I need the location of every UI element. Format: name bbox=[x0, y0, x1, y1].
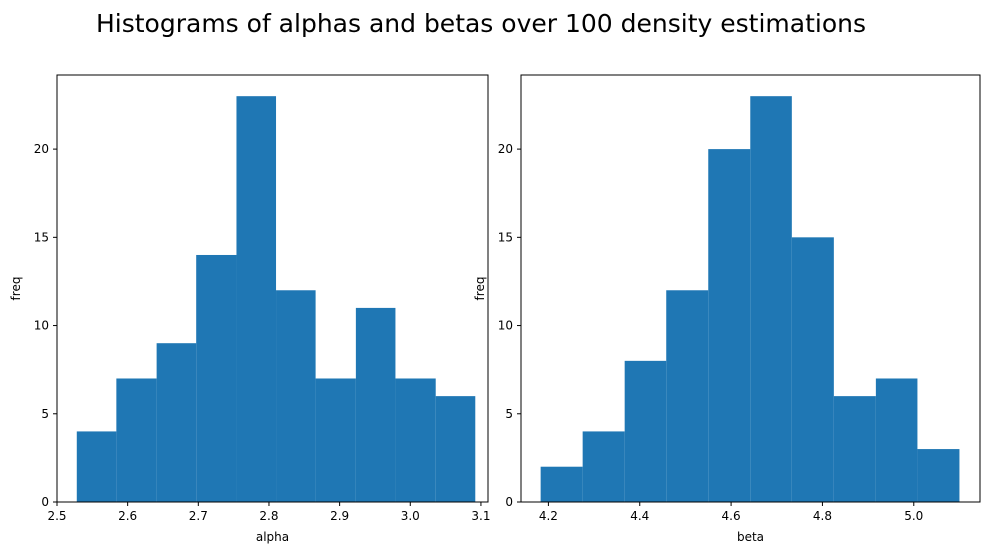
beta-y-axis-label: freq bbox=[473, 277, 487, 301]
alpha-ytick-label: 20 bbox=[34, 142, 49, 156]
alpha-bar-4 bbox=[236, 96, 277, 502]
alpha-xtick-label: 2.6 bbox=[118, 509, 137, 523]
alpha-ytick-label: 15 bbox=[34, 230, 49, 244]
alpha-ytick-label: 0 bbox=[41, 495, 49, 509]
beta-x-axis-label: beta bbox=[737, 530, 764, 544]
alpha-histogram-panel: 2.5 2.6 2.7 2.8 2.9 3.0 3.1 0 5 10 15 20 alpha freq bbox=[9, 74, 490, 544]
beta-ytick-label: 5 bbox=[505, 407, 513, 421]
alpha-bar-2 bbox=[156, 343, 197, 502]
alpha-x-axis-label: alpha bbox=[256, 530, 289, 544]
beta-bar-5 bbox=[750, 96, 792, 502]
alpha-xtick-label: 2.5 bbox=[47, 509, 66, 523]
alpha-bar-9 bbox=[435, 396, 476, 502]
beta-bar-7 bbox=[833, 396, 876, 502]
alpha-bar-1 bbox=[116, 378, 157, 502]
alpha-ytick-label: 5 bbox=[41, 407, 49, 421]
alpha-xtick-label: 3.1 bbox=[471, 509, 490, 523]
alpha-bar-7 bbox=[355, 307, 396, 502]
alpha-bar-3 bbox=[196, 254, 237, 502]
beta-xtick-label: 5.0 bbox=[904, 509, 923, 523]
beta-xtick-label: 4.2 bbox=[539, 509, 558, 523]
beta-xtick-label: 4.8 bbox=[813, 509, 832, 523]
beta-ytick-label: 20 bbox=[498, 142, 513, 156]
beta-bar-8 bbox=[875, 378, 918, 502]
alpha-xtick-label: 2.8 bbox=[259, 509, 278, 523]
alpha-axes-frame bbox=[56, 74, 489, 503]
beta-histogram-panel: 4.2 4.4 4.6 4.8 5.0 0 5 10 15 20 beta freq bbox=[473, 74, 981, 544]
beta-bar-6 bbox=[791, 237, 834, 503]
alpha-y-axis-label: freq bbox=[9, 277, 23, 301]
figure-suptitle: Histograms of alphas and betas over 100 … bbox=[96, 9, 866, 38]
alpha-xtick-label: 3.0 bbox=[401, 509, 420, 523]
beta-bar-0 bbox=[540, 466, 583, 502]
alpha-ytick-label: 10 bbox=[34, 319, 49, 333]
beta-ytick-label: 15 bbox=[498, 230, 513, 244]
alpha-bar-0 bbox=[76, 431, 117, 502]
alpha-bar-5 bbox=[276, 290, 316, 502]
beta-bar-3 bbox=[666, 290, 709, 502]
beta-bar-2 bbox=[624, 360, 667, 502]
beta-xtick-label: 4.4 bbox=[630, 509, 649, 523]
beta-ytick-label: 0 bbox=[505, 495, 513, 509]
alpha-bar-8 bbox=[395, 378, 436, 502]
beta-bar-1 bbox=[582, 431, 625, 502]
beta-bar-9 bbox=[917, 449, 960, 502]
beta-ytick-label: 10 bbox=[498, 319, 513, 333]
beta-xtick-label: 4.6 bbox=[722, 509, 741, 523]
alpha-xtick-label: 2.7 bbox=[189, 509, 208, 523]
alpha-bar-6 bbox=[315, 378, 356, 502]
beta-bar-4 bbox=[708, 149, 751, 503]
beta-axes-frame bbox=[520, 74, 981, 503]
alpha-xtick-label: 2.9 bbox=[330, 509, 349, 523]
